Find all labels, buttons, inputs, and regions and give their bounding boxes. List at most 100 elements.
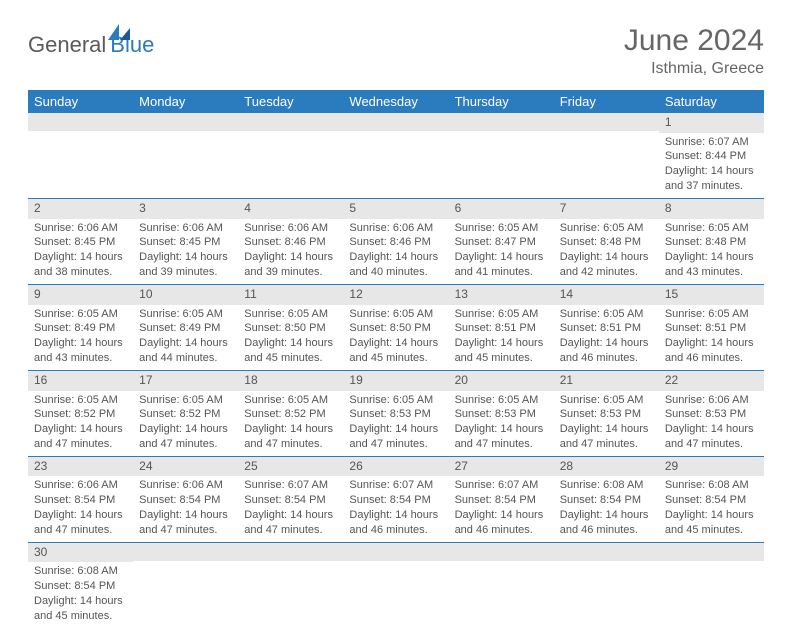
day-details: Sunrise: 6:05 AMSunset: 8:48 PMDaylight:… <box>554 219 659 284</box>
day-details: Sunrise: 6:05 AMSunset: 8:52 PMDaylight:… <box>28 391 133 456</box>
daylight-text-1: Daylight: 14 hours <box>349 336 442 351</box>
sunset-text: Sunset: 8:53 PM <box>560 407 653 422</box>
sunrise-text: Sunrise: 6:05 AM <box>455 307 548 322</box>
sunrise-text: Sunrise: 6:05 AM <box>34 307 127 322</box>
daylight-text-1: Daylight: 14 hours <box>560 422 653 437</box>
sunset-text: Sunset: 8:49 PM <box>34 321 127 336</box>
calendar-cell: 14Sunrise: 6:05 AMSunset: 8:51 PMDayligh… <box>554 284 659 370</box>
day-number <box>28 113 133 131</box>
calendar-cell <box>238 542 343 627</box>
calendar-cell: 8Sunrise: 6:05 AMSunset: 8:48 PMDaylight… <box>659 198 764 284</box>
day-number: 5 <box>343 199 448 219</box>
calendar-cell <box>554 542 659 627</box>
day-details: Sunrise: 6:07 AMSunset: 8:54 PMDaylight:… <box>343 476 448 541</box>
sunset-text: Sunset: 8:54 PM <box>34 493 127 508</box>
daylight-text-1: Daylight: 14 hours <box>34 508 127 523</box>
sunrise-text: Sunrise: 6:06 AM <box>34 478 127 493</box>
day-number: 10 <box>133 285 238 305</box>
sunrise-text: Sunrise: 6:06 AM <box>349 221 442 236</box>
calendar-cell: 2Sunrise: 6:06 AMSunset: 8:45 PMDaylight… <box>28 198 133 284</box>
day-details: Sunrise: 6:05 AMSunset: 8:50 PMDaylight:… <box>343 305 448 370</box>
day-details: Sunrise: 6:05 AMSunset: 8:51 PMDaylight:… <box>449 305 554 370</box>
calendar-cell: 27Sunrise: 6:07 AMSunset: 8:54 PMDayligh… <box>449 456 554 542</box>
daylight-text-2: and 45 minutes. <box>244 351 337 366</box>
sunset-text: Sunset: 8:54 PM <box>139 493 232 508</box>
daylight-text-1: Daylight: 14 hours <box>665 164 758 179</box>
day-details: Sunrise: 6:08 AMSunset: 8:54 PMDaylight:… <box>28 562 133 627</box>
calendar-cell: 29Sunrise: 6:08 AMSunset: 8:54 PMDayligh… <box>659 456 764 542</box>
daylight-text-1: Daylight: 14 hours <box>139 422 232 437</box>
calendar-cell: 22Sunrise: 6:06 AMSunset: 8:53 PMDayligh… <box>659 370 764 456</box>
sunset-text: Sunset: 8:54 PM <box>34 579 127 594</box>
daylight-text-2: and 47 minutes. <box>560 437 653 452</box>
day-number <box>343 113 448 131</box>
daylight-text-2: and 47 minutes. <box>139 437 232 452</box>
day-details: Sunrise: 6:06 AMSunset: 8:46 PMDaylight:… <box>343 219 448 284</box>
day-number: 6 <box>449 199 554 219</box>
daylight-text-1: Daylight: 14 hours <box>34 594 127 609</box>
daylight-text-1: Daylight: 14 hours <box>139 508 232 523</box>
daylight-text-1: Daylight: 14 hours <box>665 250 758 265</box>
calendar-week-row: 1Sunrise: 6:07 AMSunset: 8:44 PMDaylight… <box>28 113 764 198</box>
day-number: 23 <box>28 457 133 477</box>
sunset-text: Sunset: 8:45 PM <box>139 235 232 250</box>
day-details: Sunrise: 6:05 AMSunset: 8:48 PMDaylight:… <box>659 219 764 284</box>
day-details: Sunrise: 6:07 AMSunset: 8:54 PMDaylight:… <box>449 476 554 541</box>
sunset-text: Sunset: 8:54 PM <box>665 493 758 508</box>
calendar-cell: 18Sunrise: 6:05 AMSunset: 8:52 PMDayligh… <box>238 370 343 456</box>
day-details: Sunrise: 6:05 AMSunset: 8:52 PMDaylight:… <box>133 391 238 456</box>
day-number: 17 <box>133 371 238 391</box>
sunrise-text: Sunrise: 6:06 AM <box>139 221 232 236</box>
sunset-text: Sunset: 8:52 PM <box>244 407 337 422</box>
day-details: Sunrise: 6:07 AMSunset: 8:44 PMDaylight:… <box>659 133 764 198</box>
sunrise-text: Sunrise: 6:05 AM <box>244 307 337 322</box>
day-header: Wednesday <box>343 90 448 113</box>
sunset-text: Sunset: 8:54 PM <box>244 493 337 508</box>
daylight-text-1: Daylight: 14 hours <box>560 508 653 523</box>
daylight-text-2: and 46 minutes. <box>560 523 653 538</box>
sunset-text: Sunset: 8:52 PM <box>34 407 127 422</box>
calendar-cell: 13Sunrise: 6:05 AMSunset: 8:51 PMDayligh… <box>449 284 554 370</box>
daylight-text-1: Daylight: 14 hours <box>455 422 548 437</box>
daylight-text-2: and 46 minutes. <box>455 523 548 538</box>
calendar-cell: 24Sunrise: 6:06 AMSunset: 8:54 PMDayligh… <box>133 456 238 542</box>
sunrise-text: Sunrise: 6:07 AM <box>665 135 758 150</box>
sunset-text: Sunset: 8:50 PM <box>349 321 442 336</box>
daylight-text-1: Daylight: 14 hours <box>665 422 758 437</box>
sunrise-text: Sunrise: 6:06 AM <box>139 478 232 493</box>
calendar-cell: 16Sunrise: 6:05 AMSunset: 8:52 PMDayligh… <box>28 370 133 456</box>
day-number: 11 <box>238 285 343 305</box>
day-number: 13 <box>449 285 554 305</box>
daylight-text-2: and 47 minutes. <box>34 437 127 452</box>
day-details: Sunrise: 6:06 AMSunset: 8:53 PMDaylight:… <box>659 391 764 456</box>
day-details: Sunrise: 6:05 AMSunset: 8:52 PMDaylight:… <box>238 391 343 456</box>
sunrise-text: Sunrise: 6:05 AM <box>560 221 653 236</box>
sunset-text: Sunset: 8:51 PM <box>665 321 758 336</box>
daylight-text-2: and 47 minutes. <box>244 437 337 452</box>
calendar-week-row: 30Sunrise: 6:08 AMSunset: 8:54 PMDayligh… <box>28 542 764 627</box>
calendar-cell: 11Sunrise: 6:05 AMSunset: 8:50 PMDayligh… <box>238 284 343 370</box>
calendar-cell <box>133 542 238 627</box>
day-details: Sunrise: 6:05 AMSunset: 8:49 PMDaylight:… <box>133 305 238 370</box>
sunset-text: Sunset: 8:49 PM <box>139 321 232 336</box>
day-number: 8 <box>659 199 764 219</box>
sunset-text: Sunset: 8:54 PM <box>560 493 653 508</box>
daylight-text-2: and 39 minutes. <box>244 265 337 280</box>
daylight-text-1: Daylight: 14 hours <box>139 336 232 351</box>
day-number: 12 <box>343 285 448 305</box>
day-number: 26 <box>343 457 448 477</box>
daylight-text-1: Daylight: 14 hours <box>349 422 442 437</box>
day-number <box>238 113 343 131</box>
sunset-text: Sunset: 8:45 PM <box>34 235 127 250</box>
sunset-text: Sunset: 8:51 PM <box>560 321 653 336</box>
day-details: Sunrise: 6:05 AMSunset: 8:53 PMDaylight:… <box>554 391 659 456</box>
daylight-text-1: Daylight: 14 hours <box>349 250 442 265</box>
sunset-text: Sunset: 8:47 PM <box>455 235 548 250</box>
daylight-text-2: and 45 minutes. <box>34 609 127 624</box>
calendar-cell: 17Sunrise: 6:05 AMSunset: 8:52 PMDayligh… <box>133 370 238 456</box>
daylight-text-1: Daylight: 14 hours <box>665 508 758 523</box>
day-details: Sunrise: 6:05 AMSunset: 8:51 PMDaylight:… <box>659 305 764 370</box>
day-details: Sunrise: 6:05 AMSunset: 8:47 PMDaylight:… <box>449 219 554 284</box>
calendar-cell: 7Sunrise: 6:05 AMSunset: 8:48 PMDaylight… <box>554 198 659 284</box>
sunrise-text: Sunrise: 6:05 AM <box>560 307 653 322</box>
